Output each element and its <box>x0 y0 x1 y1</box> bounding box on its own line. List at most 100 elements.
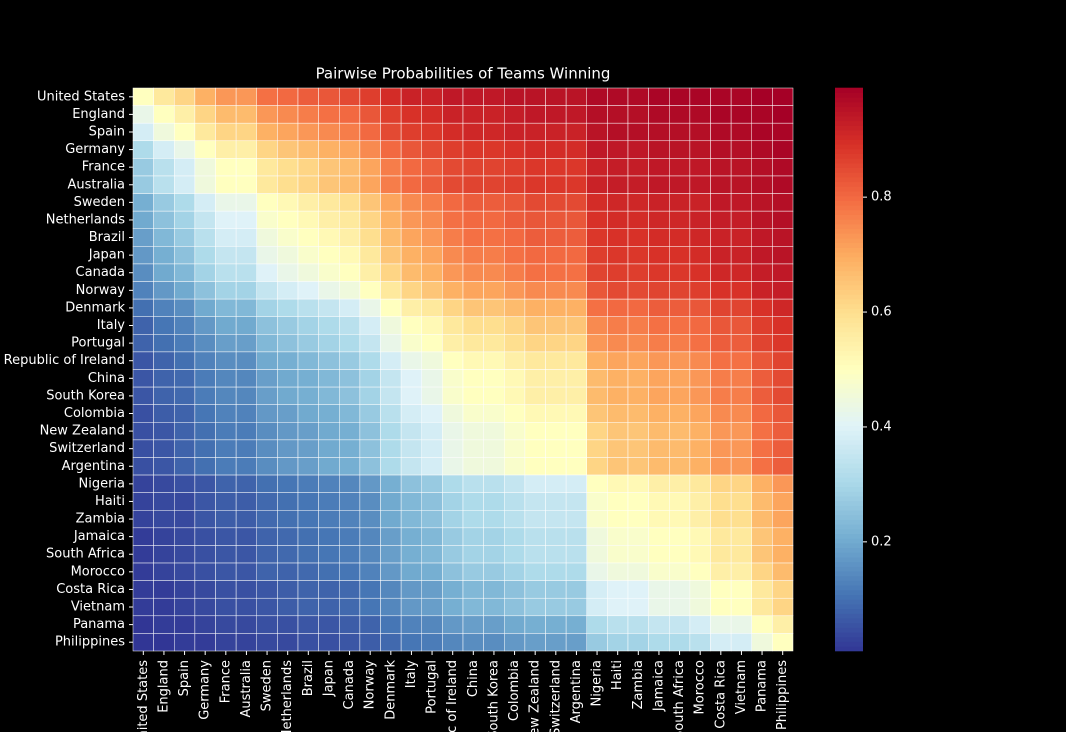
heatmap-cell <box>689 404 711 423</box>
heatmap-cell <box>318 316 340 335</box>
heatmap-cell <box>277 369 299 388</box>
heatmap-cell <box>339 210 361 229</box>
heatmap-cell <box>607 474 629 493</box>
x-tick-label: Republic of Ireland <box>445 660 460 732</box>
heatmap-cell <box>648 474 670 493</box>
heatmap-cell <box>586 562 608 581</box>
heatmap-cell <box>297 351 319 370</box>
colorbar-segment <box>835 331 863 337</box>
heatmap-cell <box>462 527 484 546</box>
heatmap-cell <box>565 334 587 353</box>
heatmap-cell <box>235 105 257 124</box>
heatmap-cell <box>627 298 649 317</box>
heatmap-cell <box>648 122 670 142</box>
heatmap-cell <box>297 316 319 335</box>
heatmap-cell <box>607 351 629 370</box>
heatmap-cell <box>297 210 319 229</box>
heatmap-cell <box>669 422 691 441</box>
heatmap-cell <box>751 105 773 124</box>
heatmap-cell <box>153 597 175 617</box>
heatmap-cell <box>421 404 443 423</box>
heatmap-cell <box>359 87 381 106</box>
x-tick-label: United States <box>136 660 151 732</box>
x-tick-label: Norway <box>363 660 378 710</box>
heatmap-cell <box>318 597 340 617</box>
heatmap-cell <box>380 281 402 300</box>
heatmap-cell <box>689 246 711 265</box>
heatmap-cell <box>545 562 567 581</box>
heatmap-cell <box>730 334 752 353</box>
heatmap-cell <box>256 316 278 335</box>
heatmap-cell <box>565 386 587 405</box>
heatmap-cell <box>483 334 505 353</box>
heatmap-cell <box>194 158 216 177</box>
heatmap-cell <box>669 175 691 194</box>
x-tick-label: Netherlands <box>280 660 295 732</box>
heatmap-cell <box>194 580 216 599</box>
heatmap-cell <box>772 386 794 405</box>
heatmap-cell <box>772 334 794 353</box>
heatmap-cell <box>153 298 175 317</box>
heatmap-cell <box>132 369 154 388</box>
heatmap-cell <box>524 351 546 370</box>
heatmap-cell <box>648 510 670 529</box>
heatmap-cell <box>235 122 257 142</box>
heatmap-cell <box>545 633 567 652</box>
heatmap-cell <box>174 210 196 229</box>
heatmap-cell <box>297 545 319 564</box>
heatmap-cell <box>380 386 402 405</box>
heatmap-cell <box>174 246 196 265</box>
colorbar-segment <box>835 486 863 492</box>
heatmap-cell <box>359 474 381 493</box>
heatmap-cell <box>235 492 257 511</box>
heatmap-cell <box>235 615 257 634</box>
heatmap-cell <box>689 316 711 335</box>
heatmap-cell <box>256 439 278 458</box>
heatmap-cell <box>545 404 567 423</box>
colorbar-segment <box>835 617 863 624</box>
heatmap-cell <box>524 597 546 617</box>
heatmap-cell <box>132 492 154 511</box>
heatmap-cell <box>545 158 567 177</box>
heatmap-cell <box>772 492 794 511</box>
colorbar-segment <box>835 547 863 553</box>
heatmap-cell <box>235 281 257 300</box>
heatmap-cell <box>256 87 278 106</box>
heatmap-cell <box>504 457 526 476</box>
colorbar-tick-label: 0.4 <box>871 419 892 434</box>
heatmap-cell <box>565 246 587 265</box>
heatmap-cell <box>215 562 237 581</box>
heatmap-cell <box>669 386 691 405</box>
heatmap-cell <box>504 510 526 529</box>
heatmap-cell <box>318 545 340 564</box>
heatmap-cell <box>132 158 154 177</box>
heatmap-cell <box>174 298 196 317</box>
heatmap-cell <box>772 316 794 335</box>
heatmap-cell <box>153 228 175 247</box>
heatmap-cell <box>132 597 154 617</box>
chart-title: Pairwise Probabilities of Teams Winning <box>316 65 611 83</box>
heatmap-cell <box>545 175 567 194</box>
heatmap-cell <box>194 246 216 265</box>
heatmap-cell <box>586 492 608 511</box>
colorbar-segment <box>835 190 863 197</box>
y-tick-label: Australia <box>67 177 125 192</box>
x-tick-label: Panama <box>755 660 770 712</box>
heatmap-cell <box>730 351 752 370</box>
colorbar-tick-label: 0.2 <box>871 534 892 549</box>
heatmap-cell <box>565 439 587 458</box>
y-tick-label: Argentina <box>62 459 125 474</box>
heatmap-cell <box>235 351 257 370</box>
heatmap-cell <box>421 158 443 177</box>
heatmap-cell <box>730 510 752 529</box>
heatmap-cell <box>669 580 691 599</box>
heatmap-cell <box>359 510 381 529</box>
heatmap-cell <box>607 158 629 177</box>
heatmap-cell <box>400 105 422 124</box>
heatmap-cell <box>339 615 361 634</box>
heatmap-cell <box>627 334 649 353</box>
heatmap-cell <box>483 527 505 546</box>
heatmap-cell <box>153 158 175 177</box>
heatmap-cell <box>627 316 649 335</box>
heatmap-cell <box>174 545 196 564</box>
